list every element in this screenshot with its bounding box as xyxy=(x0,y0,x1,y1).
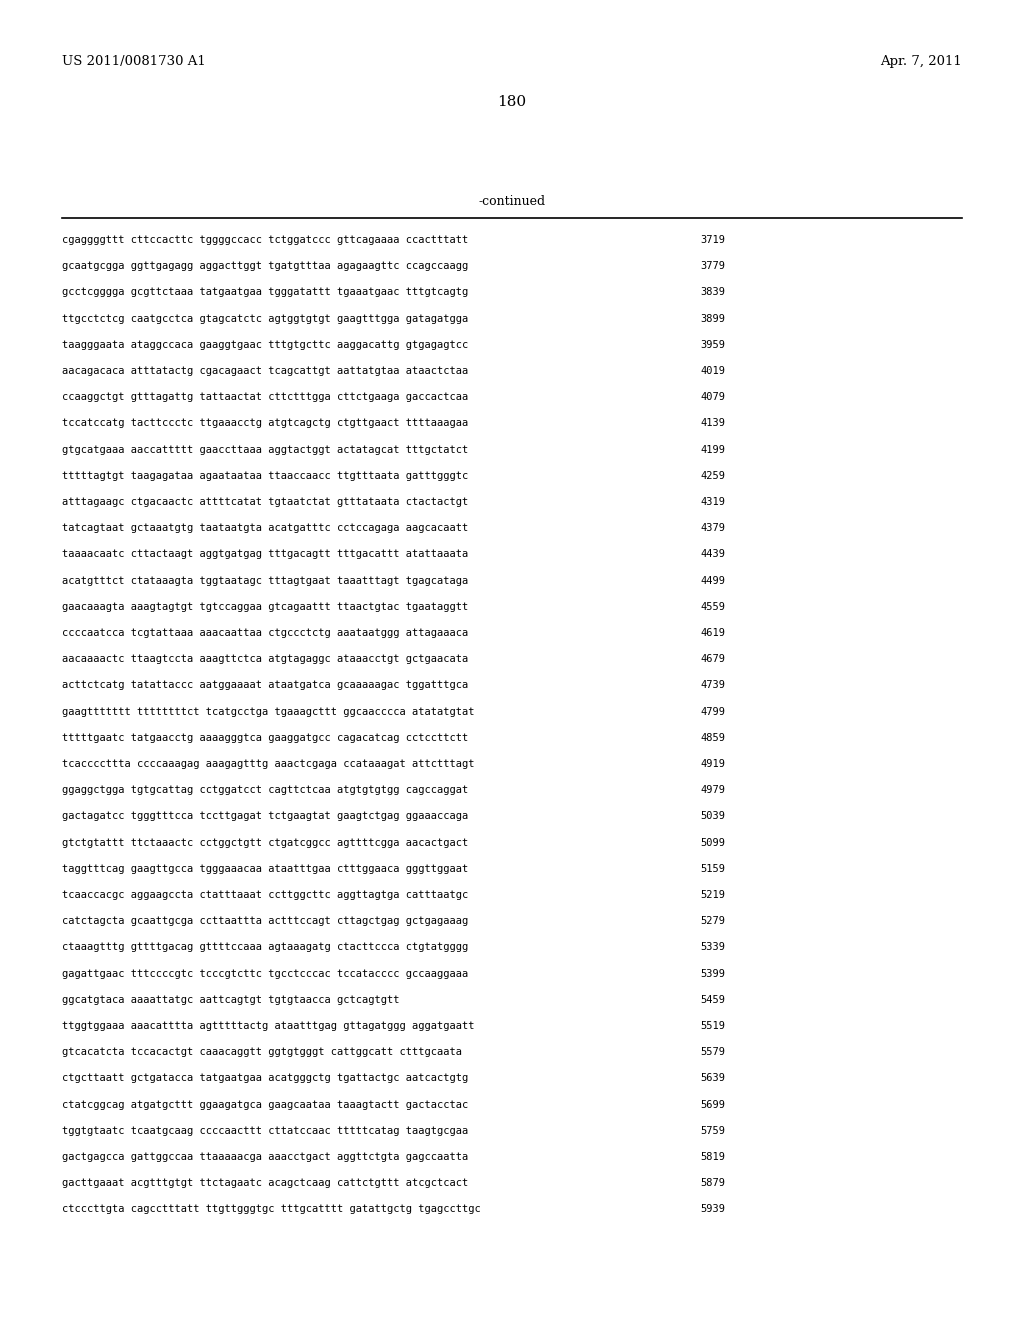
Text: Apr. 7, 2011: Apr. 7, 2011 xyxy=(881,55,962,69)
Text: 4139: 4139 xyxy=(700,418,725,429)
Text: 4499: 4499 xyxy=(700,576,725,586)
Text: 5399: 5399 xyxy=(700,969,725,978)
Text: gaacaaagta aaagtagtgt tgtccaggaa gtcagaattt ttaactgtac tgaataggtt: gaacaaagta aaagtagtgt tgtccaggaa gtcagaa… xyxy=(62,602,468,611)
Text: catctagcta gcaattgcga ccttaattta actttccagt cttagctgag gctgagaaag: catctagcta gcaattgcga ccttaattta actttcc… xyxy=(62,916,468,927)
Text: 5519: 5519 xyxy=(700,1020,725,1031)
Text: tcaaccacgc aggaagccta ctatttaaat ccttggcttc aggttagtga catttaatgc: tcaaccacgc aggaagccta ctatttaaat ccttggc… xyxy=(62,890,468,900)
Text: gactgagcca gattggccaa ttaaaaacga aaacctgact aggttctgta gagccaatta: gactgagcca gattggccaa ttaaaaacga aaacctg… xyxy=(62,1152,468,1162)
Text: ggaggctgga tgtgcattag cctggatcct cagttctcaa atgtgtgtgg cagccaggat: ggaggctgga tgtgcattag cctggatcct cagttct… xyxy=(62,785,468,795)
Text: 180: 180 xyxy=(498,95,526,110)
Text: ccccaatcca tcgtattaaa aaacaattaa ctgccctctg aaataatggg attagaaaca: ccccaatcca tcgtattaaa aaacaattaa ctgccct… xyxy=(62,628,468,638)
Text: 5039: 5039 xyxy=(700,812,725,821)
Text: US 2011/0081730 A1: US 2011/0081730 A1 xyxy=(62,55,206,69)
Text: aacaaaactc ttaagtccta aaagttctca atgtagaggc ataaacctgt gctgaacata: aacaaaactc ttaagtccta aaagttctca atgtaga… xyxy=(62,655,468,664)
Text: gcctcgggga gcgttctaaa tatgaatgaa tgggatattt tgaaatgaac tttgtcagtg: gcctcgggga gcgttctaaa tatgaatgaa tgggata… xyxy=(62,288,468,297)
Text: 4739: 4739 xyxy=(700,680,725,690)
Text: acatgtttct ctataaagta tggtaatagc tttagtgaat taaatttagt tgagcataga: acatgtttct ctataaagta tggtaatagc tttagtg… xyxy=(62,576,468,586)
Text: atttagaagc ctgacaactc attttcatat tgtaatctat gtttataata ctactactgt: atttagaagc ctgacaactc attttcatat tgtaatc… xyxy=(62,498,468,507)
Text: 4079: 4079 xyxy=(700,392,725,403)
Text: tatcagtaat gctaaatgtg taataatgta acatgatttc cctccagaga aagcacaatt: tatcagtaat gctaaatgtg taataatgta acatgat… xyxy=(62,523,468,533)
Text: gaagttttttt ttttttttct tcatgcctga tgaaagcttt ggcaacccca atatatgtat: gaagttttttt ttttttttct tcatgcctga tgaaag… xyxy=(62,706,474,717)
Text: 3959: 3959 xyxy=(700,339,725,350)
Text: 4559: 4559 xyxy=(700,602,725,611)
Text: 5159: 5159 xyxy=(700,863,725,874)
Text: ccaaggctgt gtttagattg tattaactat cttctttgga cttctgaaga gaccactcaa: ccaaggctgt gtttagattg tattaactat cttcttt… xyxy=(62,392,468,403)
Text: -continued: -continued xyxy=(478,195,546,209)
Text: ctatcggcag atgatgcttt ggaagatgca gaagcaataa taaagtactt gactacctac: ctatcggcag atgatgcttt ggaagatgca gaagcaa… xyxy=(62,1100,468,1110)
Text: 3839: 3839 xyxy=(700,288,725,297)
Text: tggtgtaatc tcaatgcaag ccccaacttt cttatccaac tttttcatag taagtgcgaa: tggtgtaatc tcaatgcaag ccccaacttt cttatcc… xyxy=(62,1126,468,1135)
Text: taagggaata ataggccaca gaaggtgaac tttgtgcttc aaggacattg gtgagagtcc: taagggaata ataggccaca gaaggtgaac tttgtgc… xyxy=(62,339,468,350)
Text: tttttagtgt taagagataa agaataataa ttaaccaacc ttgtttaata gatttgggtc: tttttagtgt taagagataa agaataataa ttaacca… xyxy=(62,471,468,480)
Text: ctaaagtttg gttttgacag gttttccaaa agtaaagatg ctacttccca ctgtatgggg: ctaaagtttg gttttgacag gttttccaaa agtaaag… xyxy=(62,942,468,953)
Text: 4679: 4679 xyxy=(700,655,725,664)
Text: 5579: 5579 xyxy=(700,1047,725,1057)
Text: 4859: 4859 xyxy=(700,733,725,743)
Text: gcaatgcgga ggttgagagg aggacttggt tgatgtttaa agagaagttc ccagccaagg: gcaatgcgga ggttgagagg aggacttggt tgatgtt… xyxy=(62,261,468,271)
Text: ttgcctctcg caatgcctca gtagcatctc agtggtgtgt gaagtttgga gatagatgga: ttgcctctcg caatgcctca gtagcatctc agtggtg… xyxy=(62,314,468,323)
Text: 5759: 5759 xyxy=(700,1126,725,1135)
Text: gagattgaac tttccccgtc tcccgtcttc tgcctcccac tccatacccc gccaaggaaa: gagattgaac tttccccgtc tcccgtcttc tgcctcc… xyxy=(62,969,468,978)
Text: ctcccttgta cagcctttatt ttgttgggtgc tttgcatttt gatattgctg tgagccttgc: ctcccttgta cagcctttatt ttgttgggtgc tttgc… xyxy=(62,1204,480,1214)
Text: 4379: 4379 xyxy=(700,523,725,533)
Text: 5639: 5639 xyxy=(700,1073,725,1084)
Text: 4199: 4199 xyxy=(700,445,725,454)
Text: tccatccatg tacttccctc ttgaaacctg atgtcagctg ctgttgaact ttttaaagaa: tccatccatg tacttccctc ttgaaacctg atgtcag… xyxy=(62,418,468,429)
Text: 5939: 5939 xyxy=(700,1204,725,1214)
Text: ggcatgtaca aaaattatgc aattcagtgt tgtgtaacca gctcagtgtt: ggcatgtaca aaaattatgc aattcagtgt tgtgtaa… xyxy=(62,995,399,1005)
Text: 5279: 5279 xyxy=(700,916,725,927)
Text: 4319: 4319 xyxy=(700,498,725,507)
Text: 3779: 3779 xyxy=(700,261,725,271)
Text: 5459: 5459 xyxy=(700,995,725,1005)
Text: 5879: 5879 xyxy=(700,1179,725,1188)
Text: 5219: 5219 xyxy=(700,890,725,900)
Text: tcaccccttta ccccaaagag aaagagtttg aaactcgaga ccataaagat attctttagt: tcaccccttta ccccaaagag aaagagtttg aaactc… xyxy=(62,759,474,770)
Text: ctgcttaatt gctgatacca tatgaatgaa acatgggctg tgattactgc aatcactgtg: ctgcttaatt gctgatacca tatgaatgaa acatggg… xyxy=(62,1073,468,1084)
Text: 5339: 5339 xyxy=(700,942,725,953)
Text: gacttgaaat acgtttgtgt ttctagaatc acagctcaag cattctgttt atcgctcact: gacttgaaat acgtttgtgt ttctagaatc acagctc… xyxy=(62,1179,468,1188)
Text: 5099: 5099 xyxy=(700,838,725,847)
Text: 4919: 4919 xyxy=(700,759,725,770)
Text: acttctcatg tatattaccc aatggaaaat ataatgatca gcaaaaagac tggatttgca: acttctcatg tatattaccc aatggaaaat ataatga… xyxy=(62,680,468,690)
Text: taggtttcag gaagttgcca tgggaaacaa ataatttgaa ctttggaaca gggttggaat: taggtttcag gaagttgcca tgggaaacaa ataattt… xyxy=(62,863,468,874)
Text: ttggtggaaa aaacatttta agtttttactg ataatttgag gttagatggg aggatgaatt: ttggtggaaa aaacatttta agtttttactg ataatt… xyxy=(62,1020,474,1031)
Text: gtgcatgaaa aaccattttt gaaccttaaa aggtactggt actatagcat tttgctatct: gtgcatgaaa aaccattttt gaaccttaaa aggtact… xyxy=(62,445,468,454)
Text: 4799: 4799 xyxy=(700,706,725,717)
Text: 4619: 4619 xyxy=(700,628,725,638)
Text: tttttgaatc tatgaacctg aaaagggtca gaaggatgcc cagacatcag cctccttctt: tttttgaatc tatgaacctg aaaagggtca gaaggat… xyxy=(62,733,468,743)
Text: 4019: 4019 xyxy=(700,366,725,376)
Text: gactagatcc tgggtttcca tccttgagat tctgaagtat gaagtctgag ggaaaccaga: gactagatcc tgggtttcca tccttgagat tctgaag… xyxy=(62,812,468,821)
Text: aacagacaca atttatactg cgacagaact tcagcattgt aattatgtaa ataactctaa: aacagacaca atttatactg cgacagaact tcagcat… xyxy=(62,366,468,376)
Text: 5819: 5819 xyxy=(700,1152,725,1162)
Text: cgaggggttt cttccacttc tggggccacc tctggatccc gttcagaaaa ccactttatt: cgaggggttt cttccacttc tggggccacc tctggat… xyxy=(62,235,468,246)
Text: 3719: 3719 xyxy=(700,235,725,246)
Text: gtcacatcta tccacactgt caaacaggtt ggtgtgggt cattggcatt ctttgcaata: gtcacatcta tccacactgt caaacaggtt ggtgtgg… xyxy=(62,1047,462,1057)
Text: 4259: 4259 xyxy=(700,471,725,480)
Text: gtctgtattt ttctaaactc cctggctgtt ctgatcggcc agttttcgga aacactgact: gtctgtattt ttctaaactc cctggctgtt ctgatcg… xyxy=(62,838,468,847)
Text: 3899: 3899 xyxy=(700,314,725,323)
Text: taaaacaatc cttactaagt aggtgatgag tttgacagtt tttgacattt atattaaata: taaaacaatc cttactaagt aggtgatgag tttgaca… xyxy=(62,549,468,560)
Text: 4979: 4979 xyxy=(700,785,725,795)
Text: 4439: 4439 xyxy=(700,549,725,560)
Text: 5699: 5699 xyxy=(700,1100,725,1110)
